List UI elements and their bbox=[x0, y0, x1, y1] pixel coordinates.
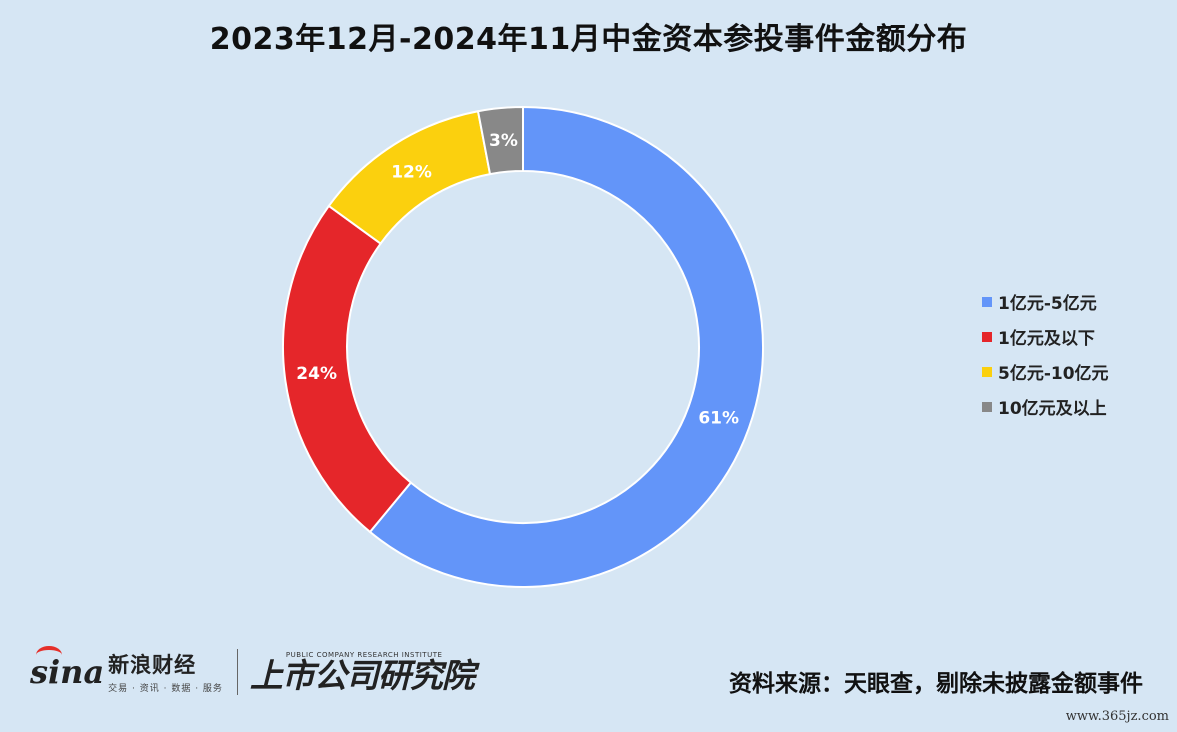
slice-label-1-5: 61% bbox=[698, 408, 739, 428]
donut-slice-1-5[interactable] bbox=[368, 105, 764, 588]
institute-logo: PUBLIC COMPANY RESEARCH INSTITUTE 上市公司研究… bbox=[249, 651, 475, 695]
logo-divider bbox=[236, 648, 238, 695]
legend-swatch bbox=[982, 331, 992, 342]
legend-label: 1亿元及以下 bbox=[998, 329, 1095, 349]
slice-label-under-1: 24% bbox=[296, 364, 337, 384]
legend-item[interactable]: 5亿元-10亿元 bbox=[982, 354, 1109, 389]
legend-label: 5亿元-10亿元 bbox=[998, 364, 1109, 384]
sina-name: 新浪财经 bbox=[108, 653, 197, 677]
donut-slice-over-10[interactable] bbox=[476, 105, 524, 176]
legend-label: 10亿元及以上 bbox=[998, 399, 1107, 419]
legend-swatch bbox=[982, 296, 992, 307]
watermark: www.365jz.com bbox=[1065, 709, 1169, 724]
legend-swatch bbox=[982, 366, 992, 377]
sina-tagline: 交易 · 资讯 · 数据 · 服务 bbox=[108, 684, 223, 694]
chart-legend: 1亿元-5亿元 1亿元及以下 5亿元-10亿元 10亿元及以上 bbox=[982, 284, 1109, 424]
sina-brand: 新浪财经 交易 · 资讯 · 数据 · 服务 bbox=[108, 649, 223, 694]
legend-item[interactable]: 1亿元-5亿元 bbox=[982, 284, 1109, 319]
legend-swatch bbox=[982, 401, 992, 412]
data-source: 资料来源：天眼查，剔除未披露金额事件 bbox=[729, 671, 1143, 697]
institute-english: PUBLIC COMPANY RESEARCH INSTITUTE bbox=[285, 651, 443, 659]
chart-title: 2023年12月-2024年11月中金资本参投事件金额分布 bbox=[209, 22, 968, 57]
institute-chinese: 上市公司研究院 bbox=[249, 656, 475, 695]
sina-eye-icon bbox=[36, 645, 62, 664]
sina-logo: sina bbox=[30, 645, 104, 688]
legend-item[interactable]: 10亿元及以上 bbox=[982, 389, 1109, 424]
slice-label-5-10: 12% bbox=[391, 162, 432, 182]
footer-logos: sina 新浪财经 交易 · 资讯 · 数据 · 服务 PUBLIC COMPA… bbox=[30, 644, 475, 699]
legend-label: 1亿元-5亿元 bbox=[998, 294, 1097, 314]
slice-label-over-10: 3% bbox=[489, 131, 518, 151]
legend-item[interactable]: 1亿元及以下 bbox=[982, 319, 1109, 354]
